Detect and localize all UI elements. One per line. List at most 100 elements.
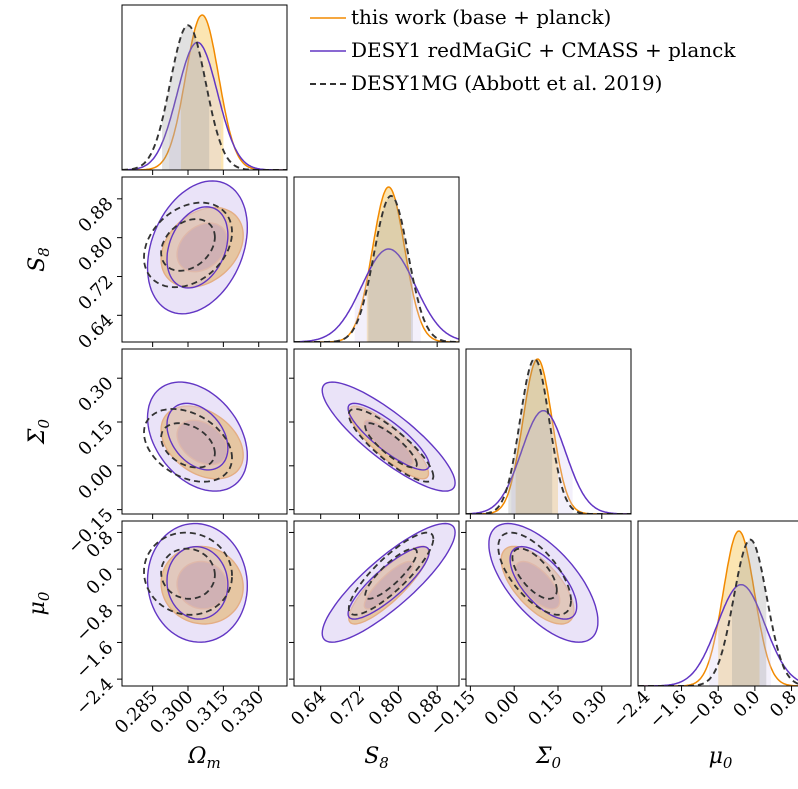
panel-frame bbox=[465, 348, 632, 515]
x-tick-label-S8: 0.64 bbox=[287, 687, 330, 730]
x-tick-label-Sigma0: 0.30 bbox=[568, 687, 611, 730]
contour-1sigma-series-2 bbox=[364, 422, 418, 469]
marginal-curve-series-1 bbox=[638, 583, 798, 686]
y-tick-label-mu0: −2.4 bbox=[72, 674, 118, 720]
x-axis-label-Om: Ωm bbox=[187, 744, 220, 772]
x-tick-label-S8: 0.72 bbox=[326, 687, 369, 730]
contour-1sigma-series-1 bbox=[166, 546, 229, 620]
panel-frame bbox=[637, 520, 798, 687]
x-tick-label-S8: 0.80 bbox=[365, 687, 408, 730]
x-axis-label-subscript: m bbox=[207, 754, 221, 772]
panel-Om-Sigma0 bbox=[143, 381, 249, 492]
panel-S8-Sigma0 bbox=[321, 381, 456, 492]
legend: this work (base + planck) DESY1 redMaGiC … bbox=[310, 5, 736, 95]
panel-S8-mu0 bbox=[321, 522, 456, 643]
panel-frame bbox=[293, 348, 460, 515]
legend-label-series-0: this work (base + planck) bbox=[351, 5, 611, 29]
interval-band-series-0 bbox=[718, 531, 760, 686]
marginal-Om bbox=[122, 14, 287, 170]
interval-band-series-0 bbox=[515, 359, 558, 514]
marginal-mu0 bbox=[638, 530, 798, 686]
panel-frame bbox=[293, 520, 460, 687]
marginal-curve-series-2 bbox=[294, 194, 459, 342]
marginal-curve-series-1 bbox=[122, 41, 287, 170]
panel-frame bbox=[121, 348, 288, 515]
y-tick-label-S8: 0.72 bbox=[74, 271, 117, 314]
y-axis-label-Sigma0: Σ0 bbox=[25, 418, 53, 445]
contour-2sigma-series-2 bbox=[347, 531, 435, 616]
x-tick-label-mu0: −1.6 bbox=[645, 687, 691, 733]
y-tick-label-S8: 0.88 bbox=[74, 194, 117, 237]
panel-frame bbox=[121, 4, 288, 171]
marginal-curve-series-2 bbox=[638, 538, 798, 686]
contour-2sigma-series-1 bbox=[321, 381, 456, 492]
contour-2sigma-series-2 bbox=[497, 531, 572, 616]
x-tick-label-mu0: −0.8 bbox=[682, 687, 728, 733]
contour-1sigma-series-2 bbox=[160, 218, 216, 272]
marginal-curve-series-1 bbox=[294, 248, 459, 342]
panel-Om-mu0 bbox=[143, 522, 249, 643]
y-axis-label-subscript: 0 bbox=[35, 591, 53, 601]
x-axis-label-S8: S8 bbox=[364, 744, 389, 772]
contour-1sigma-series-1 bbox=[166, 402, 229, 471]
interval-band-series-0 bbox=[180, 15, 224, 170]
y-axis-label-subscript: 0 bbox=[35, 418, 53, 428]
x-tick-label-Sigma0: 0.00 bbox=[481, 687, 524, 730]
contour-1sigma-series-2 bbox=[364, 547, 418, 600]
marginal-Sigma0 bbox=[466, 358, 631, 514]
interval-band-series-1 bbox=[511, 410, 573, 514]
contour-2sigma-series-1 bbox=[146, 522, 249, 643]
legend-label-series-2: DESY1MG (Abbott et al. 2019) bbox=[351, 71, 662, 95]
y-tick-label-mu0: −0.8 bbox=[72, 600, 118, 646]
y-tick-label-Sigma0: 0.00 bbox=[74, 461, 117, 504]
contour-2sigma-series-2 bbox=[143, 201, 233, 289]
x-axis-label-subscript: 0 bbox=[723, 754, 733, 772]
interval-band-series-2 bbox=[508, 359, 553, 514]
marginal-curve-series-0 bbox=[294, 186, 459, 342]
y-tick-label-mu0: −1.6 bbox=[72, 637, 118, 683]
interval-band-series-2 bbox=[162, 25, 210, 170]
y-tick-label-Sigma0: 0.15 bbox=[74, 417, 117, 460]
x-axis-label-subscript: 8 bbox=[379, 754, 389, 772]
contour-1sigma-series-2 bbox=[160, 422, 216, 469]
contour-2sigma-series-2 bbox=[143, 531, 233, 616]
contour-2sigma-series-1 bbox=[321, 522, 456, 643]
y-axis-label-subscript: 8 bbox=[35, 247, 53, 257]
panel-Sigma0-mu0 bbox=[488, 522, 599, 643]
x-tick-label-mu0: 0.0 bbox=[729, 687, 764, 722]
panel-frame bbox=[293, 176, 460, 343]
interval-band-series-1 bbox=[169, 42, 221, 170]
contour-1sigma-series-2 bbox=[160, 547, 216, 600]
contour-2sigma-series-1 bbox=[488, 522, 599, 643]
y-tick-label-Sigma0: 0.30 bbox=[74, 373, 117, 416]
y-tick-label-S8: 0.64 bbox=[74, 310, 117, 353]
marginal-S8 bbox=[294, 186, 459, 342]
panel-frame bbox=[121, 520, 288, 687]
x-axis-label-subscript: 0 bbox=[552, 754, 562, 772]
interval-band-series-2 bbox=[368, 195, 413, 342]
y-axis-label-mu0: μ0 bbox=[25, 591, 53, 615]
legend-label-series-1: DESY1 redMaGiC + CMASS + planck bbox=[351, 38, 736, 62]
x-axis-label-Sigma0: Σ0 bbox=[535, 744, 562, 772]
contour-1sigma-series-1 bbox=[347, 402, 430, 471]
contour-1sigma-series-1 bbox=[347, 545, 430, 620]
marginal-curve-series-0 bbox=[466, 358, 631, 514]
interval-band-series-2 bbox=[732, 539, 767, 686]
y-tick-label-mu0: 0.0 bbox=[82, 564, 117, 599]
panel-frame bbox=[465, 520, 632, 687]
interval-band-series-1 bbox=[709, 584, 771, 686]
interval-band-series-0 bbox=[366, 187, 411, 342]
marginal-curve-series-2 bbox=[122, 24, 287, 170]
contour-2sigma-series-2 bbox=[143, 408, 233, 483]
marginal-curve-series-0 bbox=[638, 530, 798, 686]
x-tick-label-mu0: −2.4 bbox=[609, 687, 655, 733]
contour-1sigma-series-2 bbox=[511, 547, 558, 600]
panel-frame bbox=[121, 176, 288, 343]
x-tick-label-Sigma0: 0.15 bbox=[524, 687, 567, 730]
y-axis-label-S8: S8 bbox=[25, 247, 53, 272]
x-tick-label-mu0: 0.8 bbox=[766, 687, 798, 722]
panel-Om-S8 bbox=[143, 180, 249, 315]
x-axis-label-mu0: μ0 bbox=[709, 744, 733, 772]
contour-1sigma-series-1 bbox=[509, 545, 578, 620]
y-tick-label-S8: 0.80 bbox=[74, 232, 117, 275]
